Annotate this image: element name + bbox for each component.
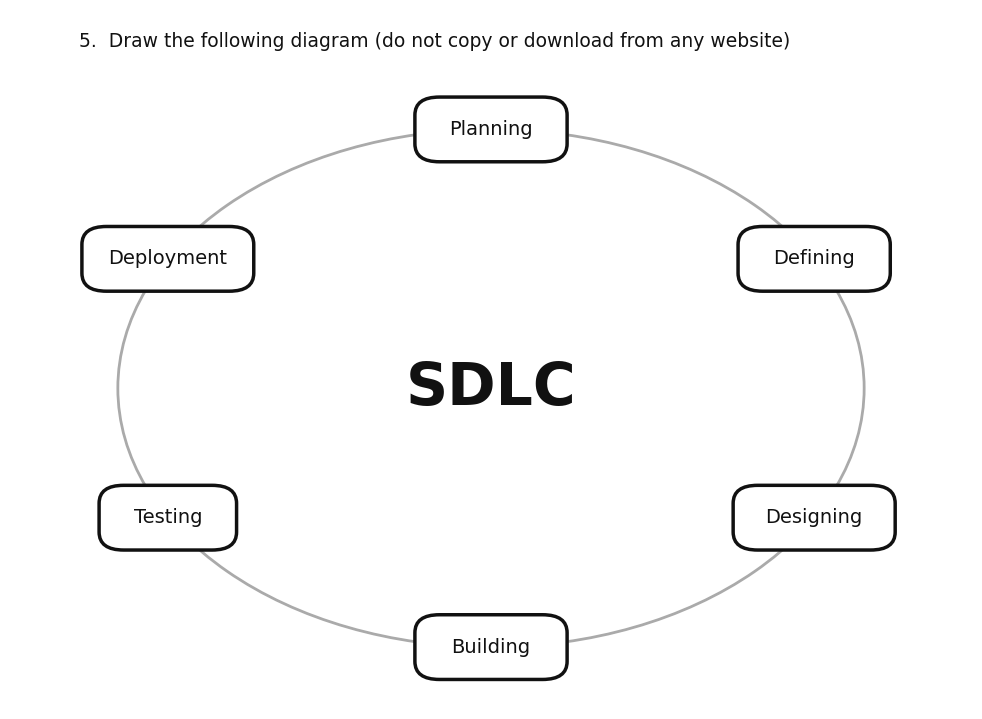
FancyBboxPatch shape	[414, 97, 568, 162]
FancyBboxPatch shape	[738, 226, 891, 291]
Text: Planning: Planning	[449, 120, 533, 139]
Text: Testing: Testing	[134, 508, 202, 527]
FancyBboxPatch shape	[414, 615, 568, 679]
FancyBboxPatch shape	[734, 485, 896, 550]
Text: Designing: Designing	[766, 508, 863, 527]
Text: Defining: Defining	[773, 249, 855, 268]
FancyBboxPatch shape	[99, 485, 237, 550]
Text: Deployment: Deployment	[108, 249, 228, 268]
Text: 5.  Draw the following diagram (do not copy or download from any website): 5. Draw the following diagram (do not co…	[79, 32, 790, 51]
Text: Building: Building	[452, 638, 530, 656]
Text: SDLC: SDLC	[406, 360, 576, 417]
FancyBboxPatch shape	[82, 226, 253, 291]
